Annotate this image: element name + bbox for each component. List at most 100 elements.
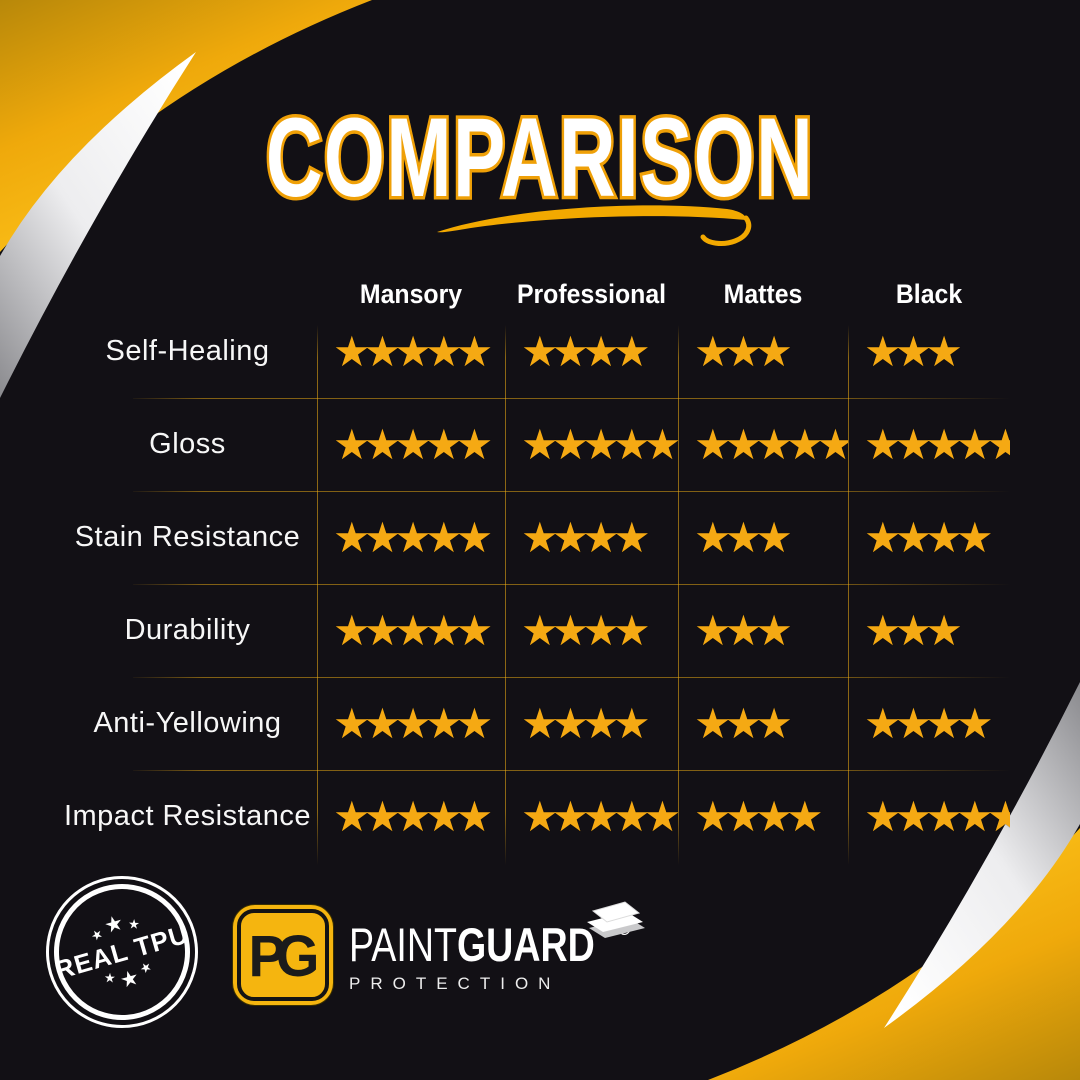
star-rating: ★★★★★: [333, 795, 493, 838]
star-rating: ★★★★: [521, 330, 651, 373]
rating-cell: ★★★: [678, 517, 848, 559]
film-sheets-icon: [587, 901, 645, 938]
rating-cell: ★★★★★: [317, 796, 505, 838]
star-rating: ★★★★★: [521, 795, 678, 838]
star-rating: ★★★★: [521, 609, 651, 652]
column-header-mattes: Mattes: [723, 278, 803, 309]
star-icon: ★: [137, 958, 156, 978]
star-icon: ★: [128, 917, 141, 933]
star-rating: ★★★★★: [333, 702, 493, 745]
silver-swoosh-top-left: [0, 52, 196, 398]
rating-cell: ★★★★★: [505, 796, 678, 838]
star-rating: ★★★★: [521, 516, 651, 559]
paintguard-logo: PG PAINTGUARD® PROTECTION: [233, 901, 702, 1005]
title-underline-swoosh: [437, 205, 747, 233]
row-divider-line: [133, 677, 1011, 678]
rating-cell: ★★★★★: [317, 424, 505, 466]
yellow-corner-bottom-right: [708, 828, 1080, 1080]
rating-cell: ★★★★: [505, 331, 678, 373]
rating-cell: ★★★★★: [505, 424, 678, 466]
table-body: Self-Healing ★★★★★ ★★★★ ★★★ ★★★ Gloss ★★★★★ ★★★…: [58, 305, 1010, 863]
star-rating: ★★★: [694, 516, 793, 559]
brand-name-paint: PAINT: [349, 918, 457, 971]
rating-cell: ★★★: [678, 703, 848, 745]
row-divider-line: [133, 584, 1011, 585]
column-header-professional: Professional: [516, 278, 667, 309]
title-underline-hook: [700, 215, 752, 247]
star-rating: ★★★★★: [333, 330, 493, 373]
rating-cell: ★★★★★: [848, 796, 1010, 838]
title-block: COMPARISON: [263, 100, 816, 247]
star-rating: ★★★★★: [694, 423, 848, 466]
pg-monogram-text: PG: [248, 921, 320, 989]
column-header-black: Black: [895, 278, 963, 309]
brand-subtitle: PROTECTION: [349, 974, 561, 993]
row-label: Gloss: [149, 428, 226, 460]
star-rating: ★★★: [864, 609, 963, 652]
pg-monogram-badge: PG: [233, 905, 333, 1005]
star-rating: ★★★★: [864, 516, 994, 559]
row-label: Anti-Yellowing: [93, 707, 282, 739]
star-rating: ★★★★★: [333, 423, 493, 466]
star-rating: ★★★★: [864, 702, 994, 745]
rating-cell: ★★★★: [678, 796, 848, 838]
brand-name: PAINTGUARD®: [349, 916, 631, 971]
table-row: Impact Resistance ★★★★★ ★★★★★ ★★★★ ★★★★★: [58, 770, 1010, 863]
star-rating: ★★★: [694, 702, 793, 745]
rating-cell: ★★★: [678, 610, 848, 652]
table-row: Gloss ★★★★★ ★★★★★ ★★★★★ ★★★★★: [58, 398, 1010, 491]
rating-cell: ★★★★: [848, 703, 1010, 745]
rating-cell: ★★★: [678, 331, 848, 373]
rating-cell: ★★★★★: [848, 424, 1010, 466]
column-divider-line: [317, 325, 318, 865]
real-tpu-stamp: ★ ★ ★ REAL TPU ★ ★ ★: [38, 868, 206, 1036]
column-divider-line: [848, 325, 849, 865]
stamp-content: ★ ★ ★ REAL TPU ★ ★ ★: [45, 896, 199, 1009]
rating-cell: ★★★★★: [317, 703, 505, 745]
rating-cell: ★★★★★: [317, 517, 505, 559]
row-label: Stain Resistance: [74, 521, 301, 553]
comparison-table: Mansory Professional Mattes Black Self-Heal…: [58, 262, 1011, 872]
table-header-row: Mansory Professional Mattes Black: [58, 262, 1010, 326]
yellow-corner-top-left: [0, 0, 372, 252]
rating-cell: ★★★★★: [678, 424, 848, 466]
silver-swoosh-bottom-right: [884, 682, 1080, 1028]
star-rating: ★★★: [694, 330, 793, 373]
star-rating: ★★★★★: [333, 609, 493, 652]
rating-cell: ★★★: [848, 610, 1010, 652]
star-icon: ★: [117, 964, 143, 994]
rating-cell: ★★★: [848, 331, 1010, 373]
rating-cell: ★★★★: [848, 517, 1010, 559]
star-rating: ★★★★★: [864, 795, 1010, 838]
table-row: Stain Resistance ★★★★★ ★★★★ ★★★ ★★★★: [58, 491, 1010, 584]
rating-cell: ★★★★: [505, 610, 678, 652]
row-divider-line: [133, 770, 1011, 771]
rating-cell: ★★★★: [505, 703, 678, 745]
row-label: Durability: [124, 614, 251, 646]
table-row: Durability ★★★★★ ★★★★ ★★★ ★★★: [58, 584, 1010, 677]
star-rating: ★★★★: [694, 795, 824, 838]
row-label: Self-Healing: [105, 335, 270, 367]
star-rating: ★★★★★: [333, 516, 493, 559]
star-icon: ★: [101, 909, 127, 939]
star-rating: ★★★★: [521, 702, 651, 745]
page-title: COMPARISON: [266, 100, 814, 220]
column-divider-line: [678, 325, 679, 865]
rating-cell: ★★★★★: [317, 331, 505, 373]
star-icon: ★: [103, 971, 116, 987]
rating-cell: ★★★★: [505, 517, 678, 559]
table-row: Anti-Yellowing ★★★★★ ★★★★ ★★★ ★★★★: [58, 677, 1010, 770]
brand-name-guard: GUARD: [456, 918, 595, 971]
rating-cell: ★★★★★: [317, 610, 505, 652]
column-header-mansory: Mansory: [359, 278, 463, 309]
star-rating: ★★★: [864, 330, 963, 373]
table-row: Self-Healing ★★★★★ ★★★★ ★★★ ★★★: [58, 305, 1010, 398]
brand-text: PAINTGUARD® PROTECTION: [349, 901, 702, 994]
column-divider-line: [505, 325, 506, 865]
row-label: Impact Resistance: [63, 800, 312, 832]
pg-monogram-icon: PG: [237, 909, 329, 1001]
star-rating: ★★★★★: [521, 423, 678, 466]
star-rating: ★★★★★: [864, 423, 1010, 466]
